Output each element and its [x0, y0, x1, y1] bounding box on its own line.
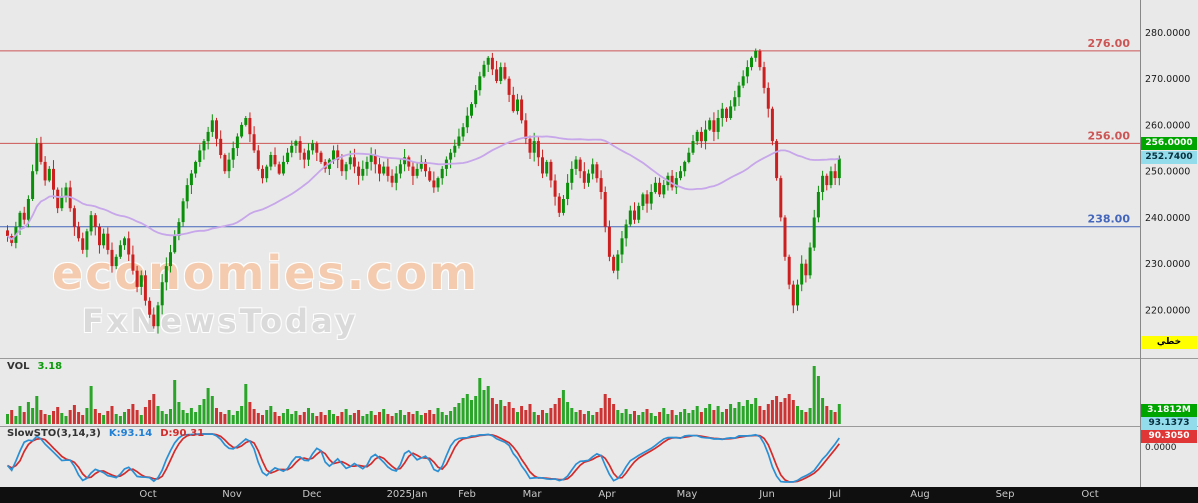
level-lines-group: 276.00 256.00 238.00	[0, 37, 1140, 228]
last-price-badge: 252.7400	[1141, 151, 1197, 164]
time-axis-label: Apr	[598, 489, 616, 500]
time-axis-label: Sep	[995, 489, 1015, 500]
time-axis-label: Nov	[222, 489, 242, 500]
stoch-k-badge: 93.1373	[1141, 417, 1197, 430]
time-axis[interactable]: Oct Nov Dec 2025Jan Feb Mar Apr May Jun Jul Aug Sep…	[0, 487, 1198, 503]
stochastic-k-value: K:93.14	[108, 428, 153, 439]
volume-total-badge: 3.1812M	[1141, 404, 1197, 417]
price-axis-ticks: 280.0000 270.0000 260.0000 250.0000 240.0000…	[1145, 28, 1190, 317]
svg-text:256.00: 256.00	[1088, 129, 1131, 142]
time-axis-label: Feb	[458, 489, 476, 500]
stochastic-pane-header: SlowSTO(3,14,3) K:93.14 D:90.31	[7, 428, 204, 439]
svg-text:260.0000: 260.0000	[1145, 120, 1190, 131]
stoch-d-badge: 90.3050	[1141, 430, 1197, 443]
time-axis-label: May	[676, 489, 698, 500]
time-axis-label: Aug	[910, 489, 930, 500]
stochastic-d-value: D:90.31	[160, 428, 205, 439]
volume-indicator-name: VOL	[7, 361, 30, 372]
svg-text:276.00: 276.00	[1088, 37, 1131, 50]
candles-group	[6, 48, 841, 334]
svg-text:240.0000: 240.0000	[1145, 213, 1190, 224]
svg-text:230.0000: 230.0000	[1145, 259, 1190, 270]
svg-text:270.0000: 270.0000	[1145, 74, 1190, 85]
time-axis-label: Jun	[759, 489, 775, 500]
resistance-level-badge: 256.0000	[1141, 137, 1197, 150]
svg-text:238.00: 238.00	[1088, 213, 1131, 226]
time-axis-label: Mar	[522, 489, 542, 500]
time-axis-label: Oct	[139, 489, 157, 500]
pane-separators	[0, 0, 1198, 487]
svg-text:250.0000: 250.0000	[1145, 167, 1190, 178]
time-axis-label: Dec	[302, 489, 322, 500]
time-axis-label: Oct	[1081, 489, 1099, 500]
volume-pane-header: VOL 3.18	[7, 361, 62, 372]
moving-average-line	[6, 135, 840, 241]
volume-zero-label: 0.0000	[1145, 443, 1177, 453]
scale-type-badge[interactable]: خطي	[1141, 336, 1197, 349]
svg-text:220.0000: 220.0000	[1145, 306, 1190, 317]
volume-current-value: 3.18	[37, 361, 63, 372]
stochastic-indicator-name: SlowSTO(3,14,3)	[7, 428, 101, 439]
stochastic-k-line	[6, 433, 840, 483]
volume-bars-group	[6, 366, 841, 424]
svg-text:280.0000: 280.0000	[1145, 28, 1190, 39]
time-axis-label: Jul	[828, 489, 842, 500]
time-axis-label: 2025Jan	[386, 489, 428, 500]
